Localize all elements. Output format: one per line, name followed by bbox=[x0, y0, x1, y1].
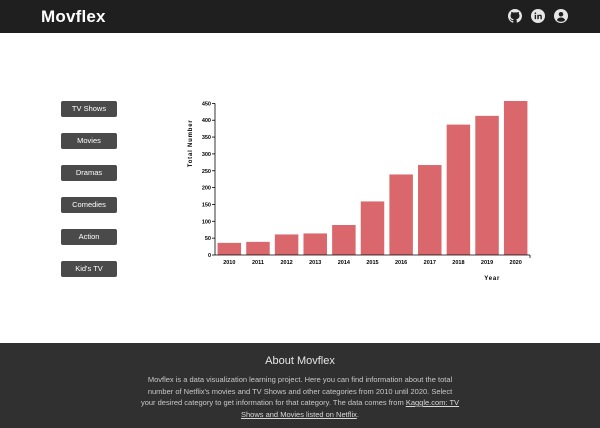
x-tick-label: 2016 bbox=[395, 260, 407, 266]
axes-group: 2010 2011 2012 2013 2014 2015 2016 2017 2018 2019… bbox=[188, 101, 531, 282]
y-tick-label: 250 bbox=[202, 169, 211, 175]
footer-title: About Movflex bbox=[265, 355, 335, 367]
bar-2014 bbox=[332, 225, 356, 255]
category-tv-shows-button[interactable]: TV Shows bbox=[61, 101, 117, 117]
y-tick-label: 50 bbox=[205, 236, 211, 242]
category-comedies-button[interactable]: Comedies bbox=[61, 197, 117, 213]
y-tick-label: 400 bbox=[202, 118, 211, 124]
y-tick-label: 0 bbox=[208, 253, 211, 259]
kaggle-link[interactable]: Kaggle.com: TV Shows and Movies listed o… bbox=[241, 398, 460, 419]
category-kids-tv-button[interactable]: Kid's TV bbox=[61, 261, 117, 277]
x-tick-label: 2010 bbox=[223, 260, 235, 266]
y-tick-label: 300 bbox=[202, 152, 211, 158]
bar-2016 bbox=[389, 174, 413, 255]
y-tick-label: 200 bbox=[202, 186, 211, 192]
bar-2012 bbox=[274, 234, 299, 255]
bar-chart: 2010 2011 2012 2013 2014 2015 2016 2017 2018 2019… bbox=[180, 92, 540, 297]
header-icons bbox=[508, 9, 568, 23]
y-tick-label: 150 bbox=[202, 202, 211, 208]
bar-2015 bbox=[360, 201, 385, 255]
x-tick-label: 2011 bbox=[252, 260, 264, 266]
bar-2011 bbox=[246, 241, 270, 255]
brand-logo[interactable]: Movflex bbox=[41, 7, 106, 26]
category-action-button[interactable]: Action bbox=[61, 229, 117, 245]
bar-2017 bbox=[418, 165, 442, 255]
footer-description: Movflex is a data visualization learning… bbox=[140, 374, 460, 420]
category-list: TV Shows Movies Dramas Comedies Action K… bbox=[61, 101, 117, 293]
footer-text-end: . bbox=[356, 409, 359, 419]
x-axis-label: Year bbox=[484, 276, 500, 282]
bar-2013 bbox=[303, 233, 327, 255]
linkedin-icon[interactable] bbox=[531, 9, 545, 23]
x-tick-label: 2014 bbox=[338, 260, 351, 266]
category-dramas-button[interactable]: Dramas bbox=[61, 165, 117, 181]
top-navbar: Movflex bbox=[0, 0, 600, 33]
y-axis-label: Total Number bbox=[188, 119, 194, 167]
github-icon[interactable] bbox=[508, 9, 522, 23]
x-tick-label: 2018 bbox=[452, 260, 464, 266]
x-tick-label: 2015 bbox=[366, 260, 378, 266]
x-tick-label: 2012 bbox=[280, 260, 292, 266]
bar-2010 bbox=[217, 242, 242, 255]
y-tick-label: 100 bbox=[202, 219, 211, 225]
bar-2018 bbox=[446, 124, 471, 255]
y-tick-label: 450 bbox=[202, 101, 211, 107]
user-icon[interactable] bbox=[554, 9, 568, 23]
footer-text: Movflex is a data visualization learning… bbox=[140, 375, 453, 407]
y-tick-label: 350 bbox=[202, 135, 211, 141]
x-tick-label: 2013 bbox=[309, 260, 321, 266]
bar-2019 bbox=[475, 115, 499, 255]
x-tick-label: 2017 bbox=[424, 260, 436, 266]
bar-chart-svg: 2010 2011 2012 2013 2014 2015 2016 2017 2018 2019… bbox=[188, 101, 531, 282]
footer: About Movflex Movflex is a data visualiz… bbox=[0, 343, 600, 428]
bar-2020 bbox=[503, 101, 528, 256]
bars-group bbox=[217, 101, 528, 256]
x-tick-label: 2019 bbox=[481, 260, 493, 266]
x-tick-label: 2020 bbox=[510, 260, 522, 266]
category-movies-button[interactable]: Movies bbox=[61, 133, 117, 149]
